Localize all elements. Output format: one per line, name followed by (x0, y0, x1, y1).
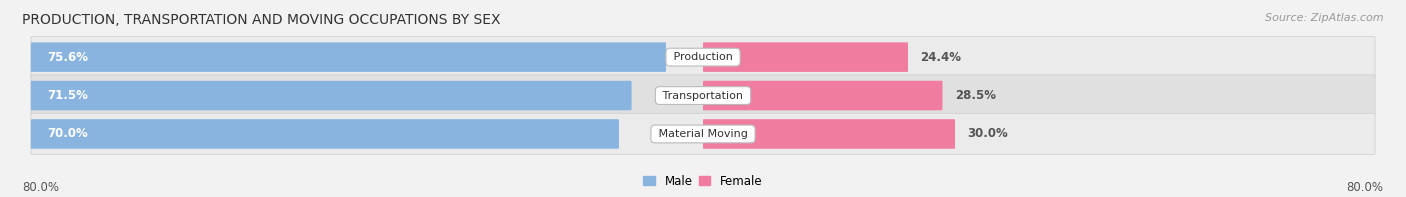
FancyBboxPatch shape (31, 75, 1375, 116)
Text: 28.5%: 28.5% (955, 89, 995, 102)
Text: 80.0%: 80.0% (1347, 181, 1384, 194)
FancyBboxPatch shape (31, 36, 1375, 78)
FancyBboxPatch shape (31, 81, 631, 110)
Text: Transportation: Transportation (659, 91, 747, 100)
Text: Production: Production (669, 52, 737, 62)
Text: PRODUCTION, TRANSPORTATION AND MOVING OCCUPATIONS BY SEX: PRODUCTION, TRANSPORTATION AND MOVING OC… (22, 13, 501, 27)
Text: 70.0%: 70.0% (48, 127, 89, 140)
FancyBboxPatch shape (703, 81, 942, 110)
Text: 80.0%: 80.0% (22, 181, 59, 194)
FancyBboxPatch shape (703, 42, 908, 72)
Text: Source: ZipAtlas.com: Source: ZipAtlas.com (1265, 13, 1384, 23)
Text: 30.0%: 30.0% (967, 127, 1008, 140)
FancyBboxPatch shape (31, 119, 619, 149)
FancyBboxPatch shape (703, 119, 955, 149)
Text: 75.6%: 75.6% (48, 51, 89, 64)
FancyBboxPatch shape (31, 42, 666, 72)
Text: 24.4%: 24.4% (921, 51, 962, 64)
Text: Material Moving: Material Moving (655, 129, 751, 139)
Legend: Male, Female: Male, Female (641, 172, 765, 190)
Text: 71.5%: 71.5% (48, 89, 89, 102)
FancyBboxPatch shape (31, 113, 1375, 155)
